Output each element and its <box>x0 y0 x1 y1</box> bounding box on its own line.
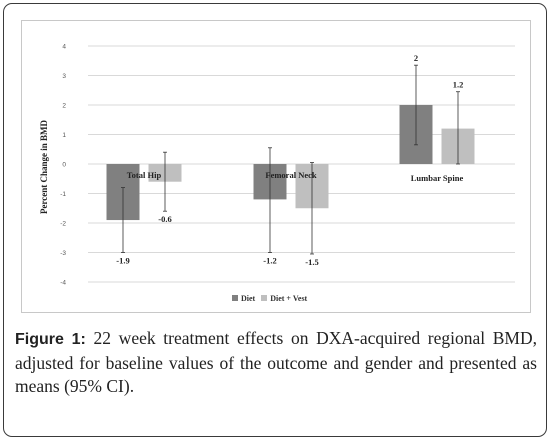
y-axis-label: Percent Change in BMD <box>39 119 49 215</box>
legend-label-diet-vest: Diet + Vest <box>270 293 308 303</box>
data-label: -0.6 <box>158 214 171 224</box>
legend-item-diet-vest: Diet + Vest <box>261 294 307 303</box>
y-tick-label: 0 <box>62 162 66 169</box>
figure-caption-text: 22 week treatment effects on DXA-acquire… <box>15 328 538 396</box>
legend-item-diet: Diet <box>232 294 255 303</box>
figure-caption: Figure 1: 22 week treatment effects on D… <box>15 327 537 399</box>
chart-legend: Diet Diet + Vest <box>232 292 307 304</box>
data-label: -1.9 <box>116 256 129 266</box>
data-label: 2 <box>414 53 418 63</box>
category-label: Lumbar Spine <box>411 173 464 183</box>
y-tick-label: 1 <box>62 132 66 139</box>
y-tick-label: -2 <box>60 221 66 228</box>
legend-label-diet: Diet <box>241 293 256 303</box>
legend-swatch-diet-vest <box>261 295 268 301</box>
y-tick-label: -4 <box>60 280 66 287</box>
y-tick-label: -3 <box>60 250 66 257</box>
y-tick-label: 4 <box>62 44 66 51</box>
y-tick-label: -1 <box>60 191 66 198</box>
category-label: Femoral Neck <box>265 170 316 180</box>
legend-swatch-diet <box>232 295 238 301</box>
figure-label: Figure 1: <box>15 331 86 348</box>
data-label: 1.2 <box>453 80 464 90</box>
y-tick-label: 3 <box>62 73 66 80</box>
category-label: Total Hip <box>127 170 162 180</box>
data-label: -1.5 <box>305 257 318 267</box>
data-label: -1.2 <box>263 256 276 266</box>
y-tick-label: 2 <box>62 103 66 110</box>
